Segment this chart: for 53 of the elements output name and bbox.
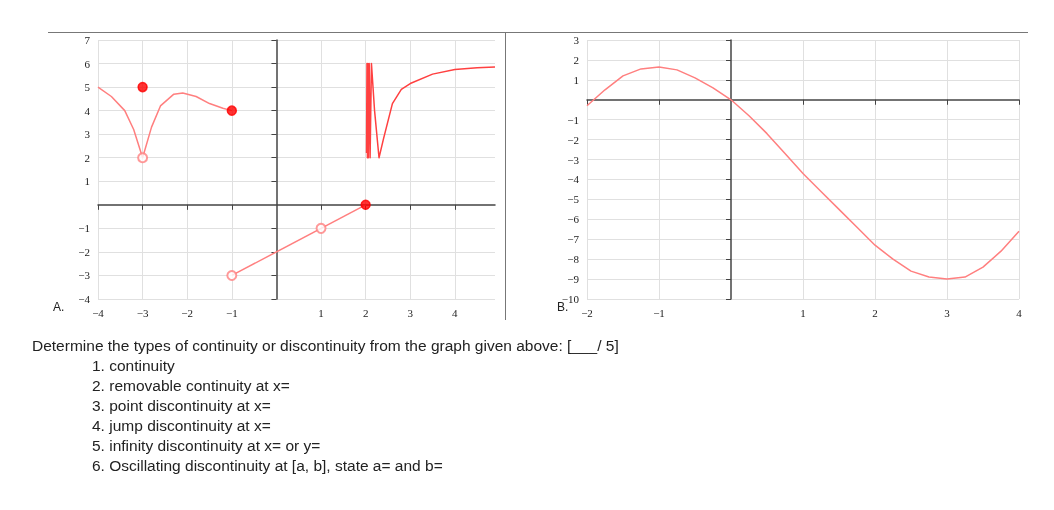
y-tick-label: 6 (84, 57, 91, 70)
text: 4. jump discontinuity at x= (91, 416, 272, 436)
line-series (586, 66, 1020, 280)
point (226, 269, 238, 281)
y-tick-label: 7 (84, 34, 91, 46)
y-tick-label: 2 (84, 151, 90, 164)
text: Determine the types of continuity or discontinuity from the graph given above: [___/ 5] (32, 336, 619, 356)
y-tick-label: −8 (567, 253, 580, 266)
y-tick-label: −9 (567, 273, 580, 286)
y-tick-label: −2 (78, 245, 90, 258)
y-tick-label: −3 (78, 269, 91, 282)
y-tick-label: 1 (84, 175, 90, 188)
x-tick-label: 2 (362, 306, 369, 319)
point (226, 105, 238, 116)
y-tick-label: 3 (84, 128, 91, 141)
text: 5. infinity discontinuity at x= or y= (91, 436, 322, 456)
y-tick-label: 5 (84, 81, 91, 94)
y-tick-label: −3 (567, 153, 580, 166)
line-series (365, 62, 496, 159)
x-tick-label: −1 (653, 306, 665, 319)
y-tick-label: −1 (567, 113, 579, 126)
x-tick-label: −1 (225, 306, 238, 319)
y-tick-label: 2 (573, 53, 579, 66)
x-tick-label: 3 (944, 306, 951, 319)
x-tick-label: 4 (1016, 306, 1023, 319)
x-tick-label: 1 (800, 306, 806, 319)
y-tick-label: 1 (573, 73, 579, 86)
y-tick-label: −4 (567, 173, 580, 186)
x-tick-label: −4 (92, 306, 105, 319)
x-tick-label: 1 (318, 306, 324, 319)
y-tick-label: −7 (567, 233, 580, 246)
point (360, 199, 371, 211)
text: 2. removable continuity at x= (91, 376, 291, 396)
x-tick-label: 3 (407, 306, 414, 319)
text: 3. point discontinuity at x= (91, 396, 272, 416)
x-tick-label: −2 (581, 306, 593, 319)
x-tick-label: −3 (136, 306, 149, 319)
y-tick-label: −6 (567, 213, 580, 226)
x-tick-label: 2 (872, 306, 878, 319)
point (315, 222, 327, 234)
point (137, 152, 149, 164)
text: 6. Oscillating discontinuity at [a, b], state a= and b= (91, 456, 444, 476)
x-tick-label: 4 (452, 306, 459, 319)
point (137, 81, 148, 93)
text: 1. continuity (91, 356, 176, 376)
y-tick-label: 3 (573, 34, 580, 46)
y-tick-label: 4 (84, 104, 91, 117)
y-tick-label: −4 (78, 293, 91, 305)
y-tick-label: −5 (567, 193, 580, 206)
text: A. (53, 300, 65, 314)
y-tick-label: −2 (567, 133, 579, 146)
x-tick-label: −2 (181, 306, 194, 319)
y-tick-label: −1 (78, 222, 90, 235)
